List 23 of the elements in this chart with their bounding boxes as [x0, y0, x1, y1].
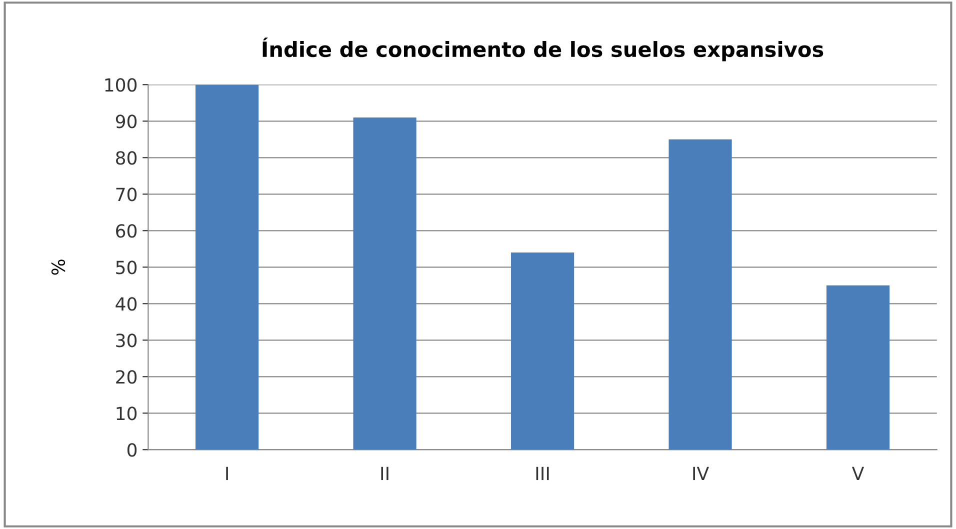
y-tick-label: 70 — [116, 188, 137, 202]
bar — [196, 84, 259, 450]
y-tick-label: 90 — [116, 114, 137, 128]
x-tick-label: I — [226, 466, 228, 480]
bar — [826, 285, 890, 450]
y-tick-label: 20 — [116, 370, 137, 384]
y-tick-label: 50 — [116, 260, 137, 274]
bar — [668, 139, 732, 450]
bar — [353, 117, 416, 450]
chart-title: Índice de conocimento de los suelos expansivos — [262, 38, 824, 62]
y-tick-label: 40 — [116, 297, 137, 311]
x-tick-label: IV — [693, 466, 709, 480]
y-tick-label: 60 — [116, 224, 137, 238]
y-tick-label: 100 — [105, 78, 137, 92]
x-tick-label: II — [381, 466, 388, 480]
y-tick-label: 0 — [127, 443, 137, 457]
y-tick-label: 10 — [116, 406, 137, 420]
x-tick-label: V — [852, 466, 864, 480]
x-tick-label: III — [536, 466, 549, 480]
y-tick-label: 30 — [116, 334, 137, 348]
y-axis-title: % — [51, 260, 66, 275]
bar — [510, 252, 574, 450]
y-tick-label: 80 — [116, 151, 137, 165]
